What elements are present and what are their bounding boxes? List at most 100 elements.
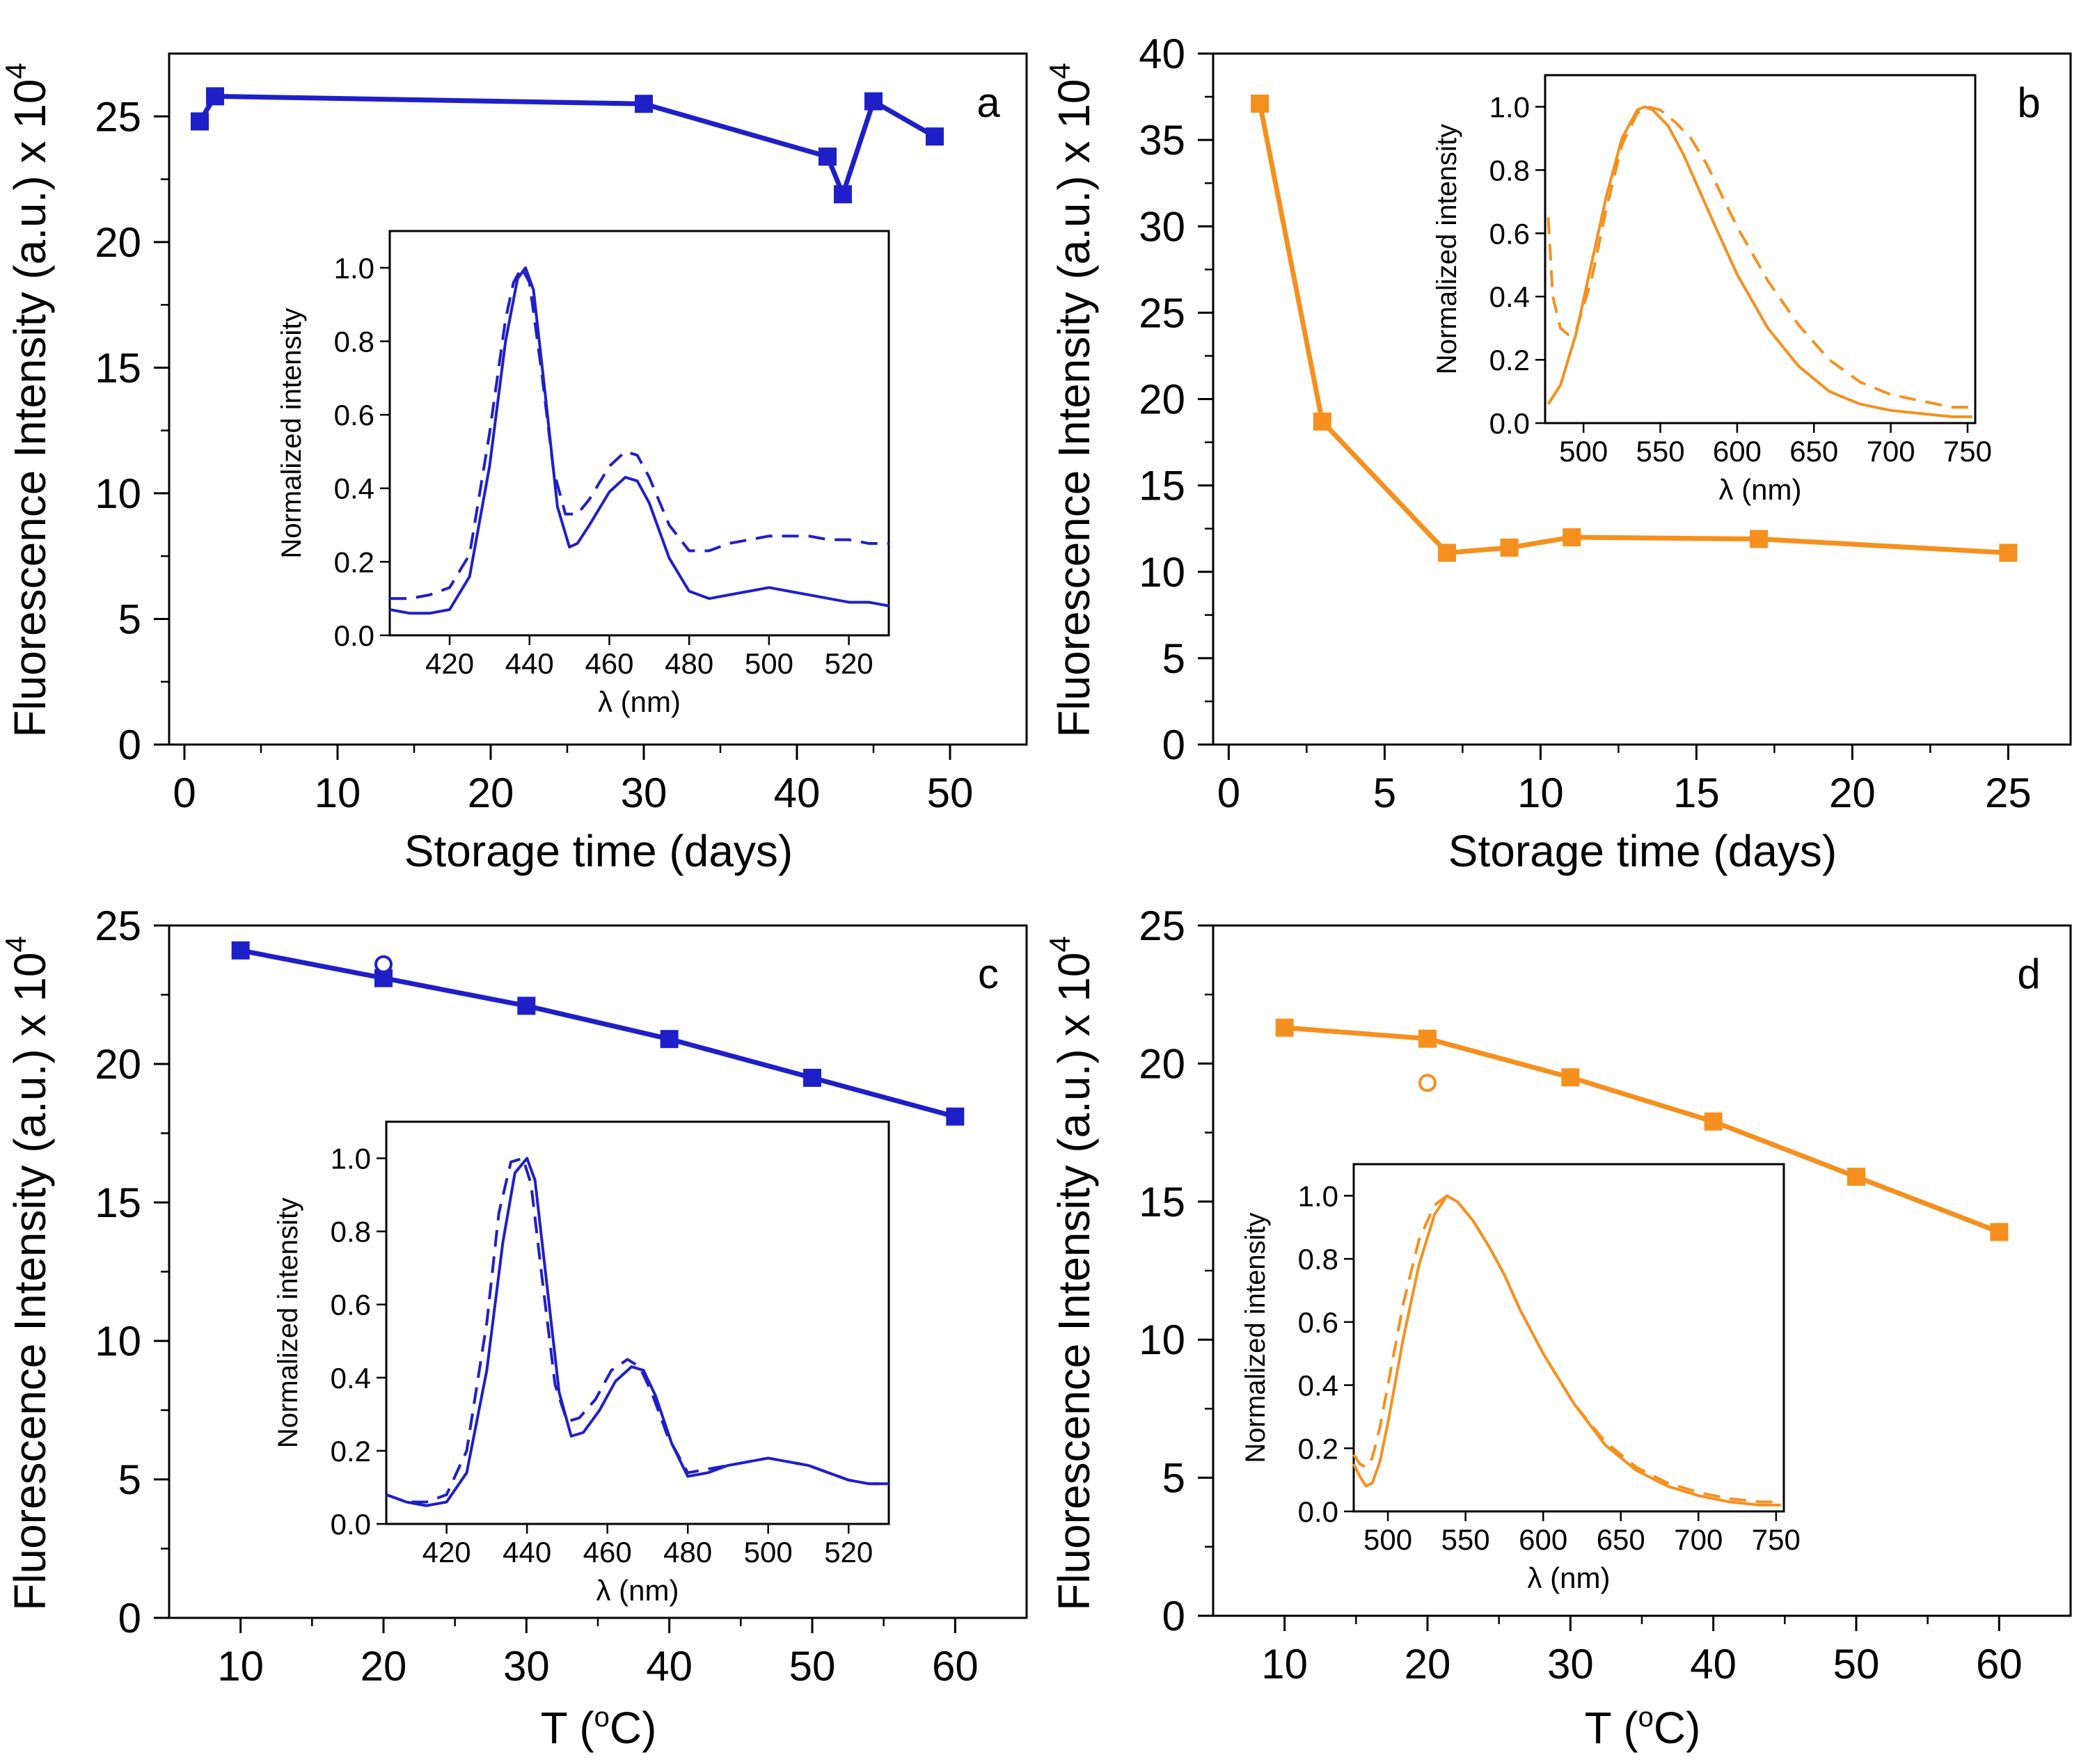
panel-letter: d (2017, 951, 2040, 997)
inset-x-axis-title: λ (nm) (1528, 1562, 1611, 1594)
inset-y-tick-label: 1.0 (331, 1143, 371, 1175)
inset-x-tick-label: 480 (663, 1536, 712, 1568)
x-axis-title-text: Storage time (days) (404, 826, 793, 876)
x-tick-label: 0 (173, 770, 196, 816)
inset-d: 500 550 600 650 700 750 0.0 0.2 0.4 0.6 0.8 1.0 λ (n… (1240, 1163, 1801, 1594)
inset-y-tick-label: 0.6 (331, 1289, 371, 1321)
data-point-square (206, 87, 224, 106)
data-point-square (1563, 528, 1581, 547)
y-tick-label: 10 (1139, 549, 1185, 596)
data-point-square (1990, 1223, 2009, 1241)
x-tick-label: 10 (315, 770, 361, 816)
inset-frame (1544, 74, 1977, 424)
inset-curve-solid (1547, 105, 1972, 418)
data-point-square (818, 148, 837, 166)
y-tick-label: 5 (118, 1456, 141, 1503)
y-tick-label: 10 (1139, 1317, 1185, 1363)
y-tick-label: 30 (1139, 203, 1185, 250)
series-line (198, 93, 936, 197)
y-tick-label: 25 (1139, 289, 1185, 336)
inset-y-tick-label: 0.4 (334, 472, 374, 505)
data-point-square (1704, 1112, 1723, 1131)
panel-b: 0 5 10 15 20 25 0 5 10 15 20 25 30 35 40 Storage time (… (1043, 31, 2072, 876)
data-point-square (1418, 1029, 1437, 1048)
x-tick-label: 20 (468, 770, 514, 816)
y-tick-label: 0 (1162, 1593, 1185, 1639)
x-axis-title: T (oC) (541, 1702, 657, 1753)
panel-letter: b (2017, 79, 2040, 126)
inset-x-tick-label: 750 (1943, 435, 1992, 468)
inset-y-tick-label: 0.2 (334, 546, 374, 578)
inset-x-tick-label: 500 (744, 1536, 793, 1568)
inset-x-tick-label: 520 (824, 1536, 873, 1568)
x-tick-label: 5 (1373, 770, 1396, 816)
y-tick-label: 25 (95, 903, 141, 949)
x-tick-label: 60 (932, 1643, 979, 1690)
y-tick-label: 10 (95, 1318, 141, 1365)
x-tick-label: 30 (1547, 1641, 1594, 1687)
inset-c: 420 440 460 480 500 520 0.0 0.2 0.4 0.6 0.8 1.0 λ (n… (273, 1120, 890, 1607)
inset-y-tick-label: 0.8 (1489, 154, 1530, 186)
data-point-square (191, 112, 209, 131)
panel-c: 10 20 30 40 50 60 0 5 10 15 20 25 T (oC) Fluorescence… (0, 903, 1028, 1753)
x-axis-title: Storage time (days) (404, 826, 793, 876)
inset-x-tick-label: 460 (583, 1536, 632, 1568)
inset-y-axis-title: Normalized intensity (1240, 1212, 1271, 1463)
y-tick-label: 15 (95, 1179, 141, 1226)
data-point-square (864, 92, 883, 111)
y-tick-label: 40 (1139, 31, 1185, 77)
inset-y-tick-label: 0.2 (1489, 344, 1530, 376)
data-point-square (231, 941, 250, 960)
inset-x-tick-label: 750 (1752, 1523, 1801, 1556)
inset-x-tick-label: 700 (1674, 1523, 1723, 1556)
series-line (1284, 1025, 2000, 1234)
y-tick-label: 10 (95, 470, 141, 517)
inset-y-tick-label: 0.0 (1489, 407, 1530, 440)
inset-y-tick-label: 0.0 (331, 1508, 371, 1541)
inset-b: 500 550 600 650 700 750 0.0 0.2 0.4 0.6 0.8 1.0 λ (n… (1432, 74, 1992, 506)
x-axis-title: T (oC) (1585, 1702, 1701, 1753)
inset-x-tick-label: 440 (503, 1536, 551, 1568)
x-tick-label: 40 (1690, 1641, 1737, 1687)
inset-curve-dashed (1352, 1194, 1781, 1504)
inset-x-tick-label: 520 (825, 647, 873, 680)
y-axis-title: Fluorescence Intensity (a.u.) x 104 (1043, 936, 1099, 1611)
inset-x-tick-label: 550 (1636, 435, 1684, 468)
inset-x-tick-label: 480 (665, 647, 713, 680)
x-axis-title-text: T ( (541, 1703, 594, 1753)
inset-y-tick-label: 0.0 (1298, 1495, 1338, 1528)
data-point-square (926, 127, 944, 146)
data-point-square (517, 996, 536, 1015)
x-tick-label: 10 (1261, 1641, 1308, 1687)
x-axis-title-tail: C) (610, 1703, 657, 1753)
inset-x-tick-label: 500 (745, 647, 793, 680)
x-tick-label: 40 (774, 770, 821, 816)
inset-frame (388, 230, 890, 637)
data-point-square (1561, 1068, 1580, 1087)
inset-curve-dashed (386, 1157, 889, 1504)
inset-x-tick-label: 460 (585, 647, 633, 680)
x-tick-label: 50 (789, 1643, 836, 1690)
inset-y-axis-title: Normalized intensity (276, 308, 307, 558)
y-tick-label: 0 (118, 722, 141, 768)
inset-curve-solid (389, 266, 889, 615)
y-tick-label: 20 (1139, 376, 1185, 423)
inset-x-axis-title: λ (nm) (596, 1574, 679, 1607)
panel-letter: a (976, 79, 1000, 126)
x-axis-title-sup: o (594, 1702, 610, 1733)
x-axis-title-tail: C) (1654, 1703, 1701, 1753)
inset-x-tick-label: 600 (1519, 1523, 1567, 1556)
inset-y-axis-title: Normalized intensity (273, 1198, 303, 1448)
inset-x-tick-label: 550 (1441, 1523, 1490, 1556)
inset-y-tick-label: 0.4 (1298, 1369, 1338, 1402)
y-axis-title-text: Fluorescence Intensity (a.u.) x 10 (1049, 953, 1099, 1611)
x-tick-label: 60 (1976, 1641, 2023, 1687)
plot-frame (168, 52, 1028, 746)
inset-y-tick-label: 0.6 (1489, 217, 1530, 250)
y-tick-label: 20 (95, 219, 141, 266)
inset-x-axis-title: λ (nm) (1719, 473, 1802, 506)
data-point-square (803, 1068, 821, 1087)
inset-y-tick-label: 0.8 (334, 325, 374, 358)
